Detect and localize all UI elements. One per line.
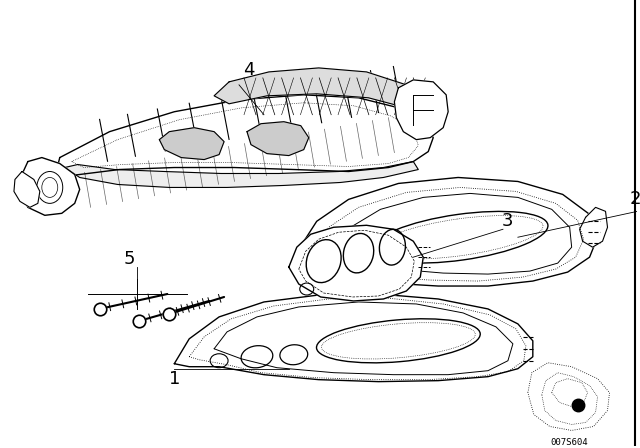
Polygon shape — [159, 128, 224, 159]
Polygon shape — [394, 80, 448, 140]
Text: 5: 5 — [124, 250, 135, 268]
Text: 1: 1 — [168, 370, 180, 388]
Text: 4: 4 — [243, 61, 255, 79]
Polygon shape — [580, 207, 607, 247]
Polygon shape — [214, 68, 428, 118]
Polygon shape — [299, 177, 598, 286]
Polygon shape — [55, 95, 433, 177]
Text: 007S604: 007S604 — [551, 438, 588, 447]
Polygon shape — [174, 294, 533, 382]
Polygon shape — [65, 162, 419, 187]
Polygon shape — [247, 122, 308, 155]
Text: 2: 2 — [630, 190, 640, 208]
Polygon shape — [14, 172, 40, 207]
Polygon shape — [20, 158, 79, 215]
Text: 3: 3 — [502, 212, 514, 230]
Polygon shape — [289, 225, 423, 301]
